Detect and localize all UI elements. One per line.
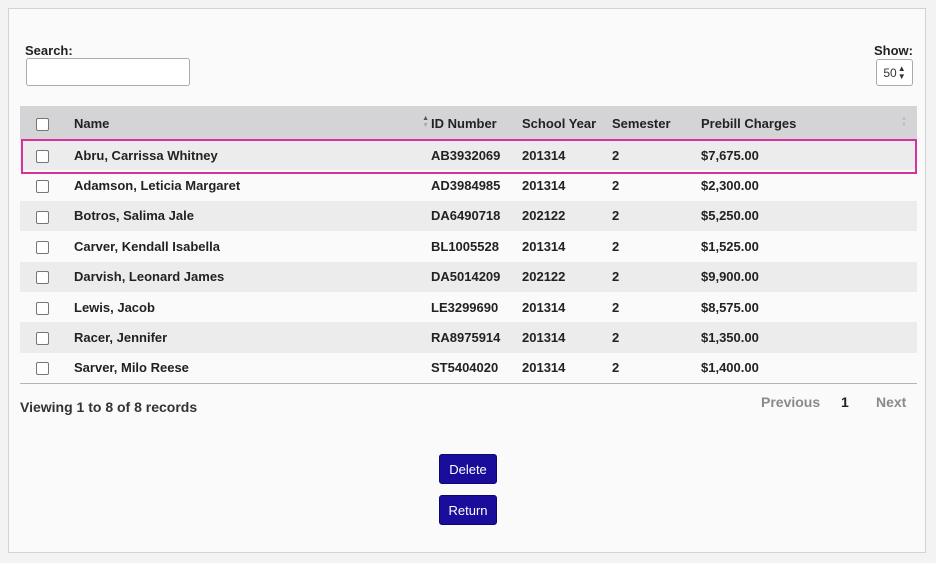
- cell-id-number: RA8975914: [431, 330, 501, 346]
- search-input[interactable]: [26, 58, 190, 86]
- cell-prebill-charges: $8,575.00: [701, 299, 759, 315]
- column-header-prebill-charges-label: Prebill Charges: [701, 115, 797, 131]
- show-count-select[interactable]: 50 ▲ ▼: [876, 59, 913, 86]
- show-label: Show:: [874, 43, 913, 58]
- row-checkbox-cell: [20, 140, 65, 170]
- cell-name: Lewis, Jacob: [74, 299, 155, 315]
- row-checkbox[interactable]: [36, 149, 49, 163]
- cell-school-year: 202122: [522, 208, 566, 224]
- cell-id-number: DA5014209: [431, 269, 501, 285]
- column-header-name[interactable]: Name ▲ ▼: [65, 106, 431, 140]
- table-row[interactable]: Adamson, Leticia Margaret AD3984985 2013…: [20, 170, 917, 201]
- cell-name: Racer, Jennifer: [74, 330, 168, 346]
- table-row[interactable]: Botros, Salima Jale DA6490718 202122 2 $…: [20, 200, 917, 232]
- records-summary: Viewing 1 to 8 of 8 records: [20, 399, 198, 415]
- cell-prebill-charges: $1,350.00: [701, 330, 759, 346]
- return-button[interactable]: Return: [439, 495, 497, 525]
- table-row[interactable]: Carver, Kendall Isabella BL1005528 20131…: [20, 231, 917, 262]
- show-count-value: 50: [883, 65, 897, 80]
- column-header-semester[interactable]: Semester: [612, 115, 671, 131]
- column-header-prebill-charges[interactable]: Prebill Charges ▲ ▼: [701, 106, 917, 140]
- cell-school-year: 201314: [522, 360, 566, 376]
- cell-prebill-charges: $1,400.00: [701, 360, 759, 376]
- pagination-next[interactable]: Next: [876, 394, 907, 410]
- cell-id-number: AB3932069: [431, 147, 501, 163]
- cell-prebill-charges: $5,250.00: [701, 208, 759, 224]
- row-checkbox-cell: [20, 262, 65, 292]
- cell-school-year: 201314: [522, 330, 566, 346]
- cell-name: Sarver, Milo Reese: [74, 360, 189, 376]
- cell-name: Abru, Carrissa Whitney: [74, 147, 218, 163]
- row-checkbox-cell: [20, 322, 65, 352]
- row-checkbox-cell: [20, 201, 65, 231]
- column-header-name-label: Name: [74, 115, 110, 131]
- cell-id-number: LE3299690: [431, 299, 499, 315]
- pagination-previous[interactable]: Previous: [761, 394, 821, 410]
- row-checkbox-cell: [20, 170, 65, 200]
- sort-ascending-icon: ▲ ▼: [422, 115, 429, 129]
- row-checkbox[interactable]: [36, 271, 49, 285]
- table-row[interactable]: Darvish, Leonard James DA5014209 202122 …: [20, 261, 917, 292]
- cell-id-number: BL1005528: [431, 238, 499, 254]
- cell-semester: 2: [612, 330, 620, 346]
- cell-semester: 2: [612, 269, 620, 285]
- row-checkbox-cell: [20, 231, 65, 261]
- cell-prebill-charges: $2,300.00: [701, 178, 759, 194]
- cell-id-number: DA6490718: [431, 208, 501, 224]
- row-checkbox[interactable]: [36, 240, 49, 254]
- row-checkbox[interactable]: [36, 301, 49, 315]
- search-label: Search:: [25, 43, 73, 58]
- pagination-page-1[interactable]: 1: [841, 394, 849, 410]
- updown-arrows-icon: ▲ ▼: [897, 63, 906, 81]
- cell-school-year: 201314: [522, 238, 566, 254]
- cell-prebill-charges: $7,675.00: [701, 147, 759, 163]
- column-header-school-year[interactable]: School Year: [522, 115, 597, 131]
- cell-id-number: AD3984985: [431, 178, 501, 194]
- cell-semester: 2: [612, 238, 620, 254]
- sort-unsorted-icon: ▲ ▼: [901, 116, 907, 128]
- row-checkbox-cell: [20, 353, 65, 383]
- cell-semester: 2: [612, 208, 620, 224]
- table-header-row: Name ▲ ▼ ID Number School Year Semester P…: [20, 106, 917, 140]
- select-all-cell: [20, 106, 65, 140]
- cell-name: Botros, Salima Jale: [74, 208, 194, 224]
- cell-school-year: 201314: [522, 147, 566, 163]
- cell-semester: 2: [612, 299, 620, 315]
- cell-prebill-charges: $9,900.00: [701, 269, 759, 285]
- cell-semester: 2: [612, 178, 620, 194]
- cell-name: Carver, Kendall Isabella: [74, 238, 220, 254]
- delete-button[interactable]: Delete: [439, 454, 497, 484]
- row-checkbox[interactable]: [36, 332, 49, 346]
- cell-semester: 2: [612, 147, 620, 163]
- row-checkbox[interactable]: [36, 362, 49, 376]
- table-row[interactable]: Lewis, Jacob LE3299690 201314 2 $8,575.0…: [20, 291, 917, 323]
- cell-name: Adamson, Leticia Margaret: [74, 178, 241, 194]
- row-checkbox[interactable]: [36, 210, 49, 224]
- cell-school-year: 201314: [522, 299, 566, 315]
- select-all-checkbox[interactable]: [36, 117, 49, 131]
- records-table: Name ▲ ▼ ID Number School Year Semester P…: [20, 106, 917, 384]
- table-row[interactable]: Racer, Jennifer RA8975914 201314 2 $1,35…: [20, 322, 917, 353]
- row-checkbox[interactable]: [36, 180, 49, 194]
- row-checkbox-cell: [20, 292, 65, 322]
- table-row[interactable]: Abru, Carrissa Whitney AB3932069 201314 …: [20, 140, 917, 171]
- table-row[interactable]: Sarver, Milo Reese ST5404020 201314 2 $1…: [20, 352, 917, 384]
- column-header-id-number[interactable]: ID Number: [431, 115, 497, 131]
- cell-id-number: ST5404020: [431, 360, 499, 376]
- cell-semester: 2: [612, 360, 620, 376]
- cell-prebill-charges: $1,525.00: [701, 238, 759, 254]
- records-panel: Search: Show: 50 ▲ ▼ Name ▲ ▼ ID Number Sc…: [8, 8, 926, 553]
- cell-name: Darvish, Leonard James: [74, 269, 225, 285]
- cell-school-year: 201314: [522, 178, 566, 194]
- cell-school-year: 202122: [522, 269, 566, 285]
